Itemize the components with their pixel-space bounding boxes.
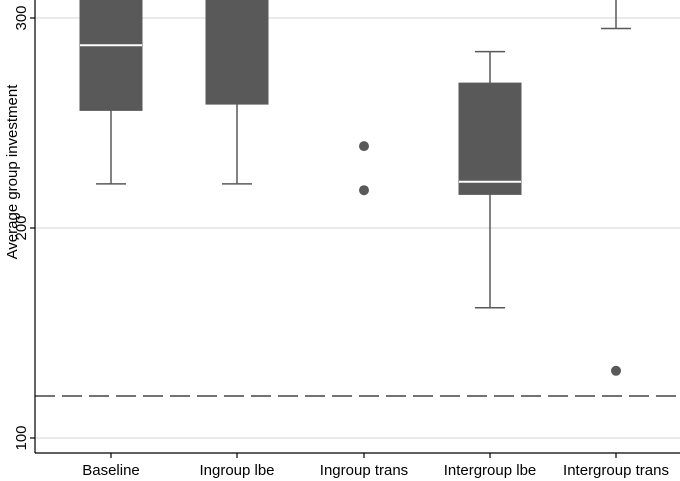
- box-group-2: [205, 0, 269, 185]
- outlier-point: [611, 365, 621, 376]
- x-tick-label-3: Ingroup trans: [320, 462, 408, 479]
- x-tick-label-1: Baseline: [82, 462, 140, 479]
- box-group-4: [458, 50, 522, 309]
- box-group-5: [601, 0, 631, 376]
- iqr-box: [458, 82, 522, 195]
- outlier-point: [359, 141, 369, 152]
- x-tick-label-4: Intergroup lbe: [444, 462, 537, 479]
- iqr-box: [79, 0, 143, 111]
- box-group-3: [359, 141, 369, 196]
- y-tick-label-100: 100: [13, 425, 30, 450]
- axes: 100200300400500BaselineIngroup lbeIngrou…: [13, 0, 680, 479]
- boxes-layer: [79, 0, 631, 376]
- x-tick-label-2: Ingroup lbe: [199, 462, 274, 479]
- x-tick-label-5: Intergroup trans: [563, 462, 669, 479]
- box-group-1: [79, 0, 143, 185]
- outlier-point: [359, 185, 369, 196]
- y-axis-title: Average group investment: [4, 84, 21, 260]
- iqr-box: [205, 0, 269, 105]
- y-tick-label-200: 200: [13, 215, 30, 240]
- y-tick-label-300: 300: [13, 5, 30, 30]
